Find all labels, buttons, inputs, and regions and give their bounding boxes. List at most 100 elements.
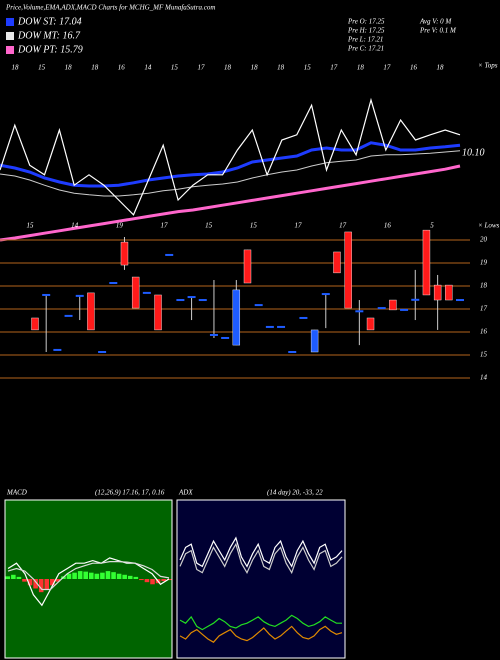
low-label: 17 — [339, 222, 347, 230]
top-label: 15 — [38, 64, 46, 72]
info-label: Pre L: 17.21 — [347, 36, 383, 44]
histogram-bar — [100, 572, 105, 579]
volume-label: Pre V: 0.1 M — [419, 27, 457, 35]
y-tick-label: 19 — [480, 259, 488, 267]
y-tick-label: 16 — [480, 328, 488, 336]
histogram-bar — [27, 579, 33, 586]
histogram-bar — [89, 572, 94, 579]
low-label: 17 — [161, 222, 169, 230]
histogram-bar — [22, 579, 27, 582]
top-label: 15 — [304, 64, 312, 72]
candle-body — [422, 229, 431, 296]
top-label: 17 — [383, 64, 391, 72]
y-tick-label: 18 — [480, 282, 488, 290]
candle-body — [433, 284, 442, 301]
histogram-bar — [122, 574, 127, 579]
histogram-bar — [11, 574, 16, 579]
top-label: 18 — [12, 64, 20, 72]
series-line — [0, 141, 461, 188]
histogram-bar — [144, 579, 150, 583]
series-line — [7, 561, 170, 591]
top-label: 18 — [251, 64, 259, 72]
candle-body — [31, 317, 39, 331]
histogram-bar — [66, 573, 72, 579]
candle-body — [154, 294, 162, 331]
histogram-bar — [38, 579, 44, 593]
top-label: 16 — [410, 64, 418, 72]
candle-body — [243, 249, 252, 284]
histogram-bar — [77, 571, 83, 579]
panel-box — [176, 499, 346, 659]
histogram-bar — [44, 579, 50, 590]
candle-body — [366, 317, 375, 331]
top-label: 14 — [144, 64, 152, 72]
top-label: 18 — [357, 64, 365, 72]
series-line — [179, 536, 343, 568]
top-label: 18 — [91, 64, 99, 72]
histogram-bar — [83, 571, 88, 579]
series-line — [0, 164, 461, 242]
info-label: Pre H: 17.25 — [347, 27, 385, 35]
low-label: 14 — [71, 222, 79, 230]
candle-body — [87, 292, 95, 331]
top-label: 18 — [224, 64, 232, 72]
series-line — [0, 97, 461, 216]
panel-params: (14 day) 20, -33, 22 — [267, 489, 323, 497]
y-tick-label: 20 — [480, 236, 488, 244]
annotation: 10.10 — [462, 147, 485, 158]
candle-body — [120, 241, 129, 266]
histogram-bar — [150, 579, 155, 585]
top-label: 16 — [118, 64, 126, 72]
candle-body — [232, 289, 241, 346]
low-label: 15 — [27, 222, 35, 230]
y-tick-label: 15 — [480, 351, 488, 359]
low-label: 15 — [205, 222, 213, 230]
chart-title: Price,Volume,EMA,ADX,MACD Charts for MCH… — [5, 4, 215, 12]
legend-label: DOW PT: 15.79 — [17, 44, 83, 55]
low-label: 5 — [430, 222, 434, 230]
low-label: 19 — [116, 222, 124, 230]
series-line — [179, 542, 343, 575]
volume-label: Avg V: 0 M — [419, 18, 452, 26]
low-label: 17 — [295, 222, 303, 230]
note: × Tops — [478, 62, 498, 70]
histogram-bar — [161, 579, 166, 582]
candle-body — [333, 251, 341, 274]
panel-title: MACD — [6, 489, 27, 497]
top-label: 15 — [171, 64, 179, 72]
info-label: Pre C: 17.21 — [347, 45, 384, 53]
histogram-bar — [55, 579, 61, 582]
histogram-bar — [5, 576, 11, 579]
candle-body — [445, 284, 453, 301]
histogram-bar — [116, 573, 122, 579]
legend-label: DOW ST: 17.04 — [17, 16, 82, 27]
histogram-bar — [50, 579, 55, 586]
top-label: 17 — [197, 64, 205, 72]
histogram-bar — [133, 576, 139, 579]
candle-body — [344, 231, 352, 309]
histogram-bar — [33, 579, 38, 589]
legend-swatch — [6, 46, 14, 54]
panel-params: (12,26,9) 17.16, 17, 0.16 — [95, 489, 165, 497]
legend-swatch — [6, 32, 14, 40]
note: × Lows — [478, 222, 500, 230]
y-tick-label: 14 — [480, 374, 488, 382]
series-line — [179, 614, 342, 631]
panel-title: ADX — [178, 489, 193, 497]
histogram-bar — [72, 572, 77, 579]
series-line — [7, 557, 170, 607]
top-label: 18 — [277, 64, 285, 72]
y-tick-label: 17 — [480, 305, 488, 313]
histogram-bar — [139, 579, 144, 581]
legend-swatch — [6, 18, 14, 26]
top-label: 18 — [65, 64, 73, 72]
histogram-bar — [94, 573, 100, 579]
histogram-bar — [16, 576, 22, 579]
histogram-bar — [105, 571, 111, 579]
candle-body — [310, 329, 319, 353]
candle-body — [131, 276, 140, 309]
candle-body — [389, 299, 397, 311]
histogram-bar — [127, 575, 133, 579]
series-line — [179, 625, 343, 643]
